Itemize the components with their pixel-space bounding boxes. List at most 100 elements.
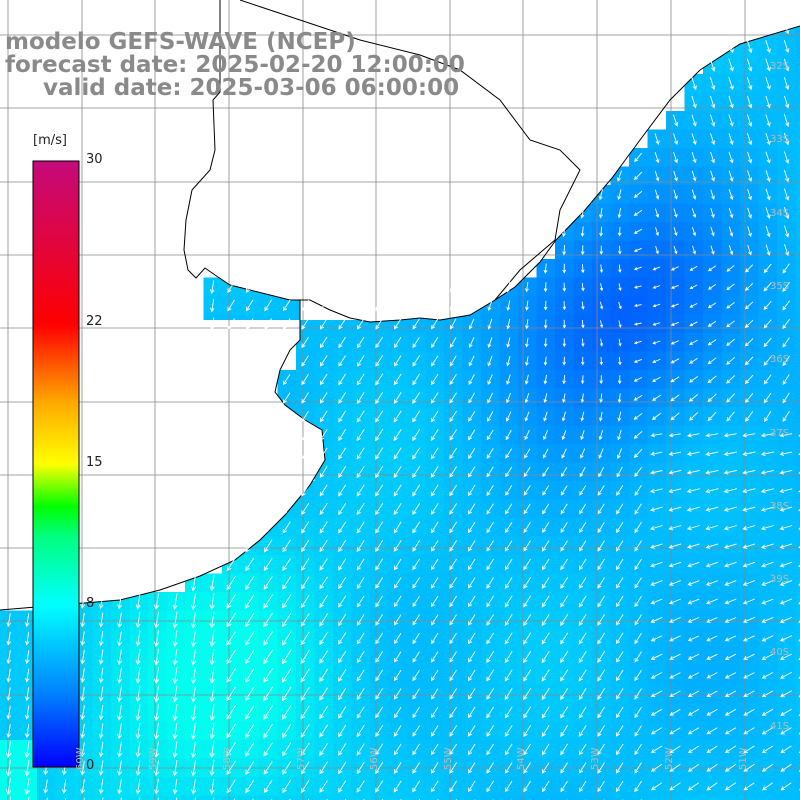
wind-arrow	[616, 466, 623, 478]
wind-arrow	[689, 284, 698, 290]
wind-arrow	[319, 576, 328, 590]
wind-arrow	[728, 170, 734, 182]
wind-arrow	[300, 613, 310, 627]
ocean-cell	[407, 795, 427, 800]
wind-arrow	[797, 527, 800, 530]
wind-arrow	[686, 506, 700, 512]
wind-arrow	[226, 594, 236, 609]
land-area	[0, 0, 200, 170]
wind-arrow	[5, 759, 12, 777]
wind-arrow	[486, 466, 494, 478]
wind-arrow	[747, 151, 753, 164]
wind-arrow	[650, 672, 663, 679]
wind-arrow	[467, 669, 476, 682]
wind-arrow	[263, 576, 273, 591]
wind-arrow	[506, 392, 512, 404]
land-area	[0, 0, 800, 322]
wind-arrow	[599, 338, 604, 347]
wind-arrow	[724, 580, 737, 586]
wind-arrow	[761, 782, 774, 791]
wind-arrow	[579, 522, 587, 533]
wind-arrow	[300, 780, 310, 793]
wind-arrow	[765, 207, 771, 220]
wind-arrow	[209, 280, 215, 295]
wind-arrow	[650, 616, 663, 623]
wind-arrow	[356, 724, 365, 738]
wind-arrow	[634, 595, 642, 608]
wind-arrow	[562, 393, 566, 403]
wind-arrow	[486, 429, 494, 441]
wind-arrow	[412, 669, 420, 682]
wind-arrow	[486, 743, 494, 756]
wind-arrow	[745, 264, 754, 273]
wind-arrow	[98, 594, 104, 610]
wind-arrow	[724, 598, 737, 605]
wind-arrow	[672, 114, 679, 127]
ocean-cell	[795, 481, 800, 501]
ocean-cell	[795, 129, 800, 149]
wind-arrow	[650, 763, 663, 772]
wind-arrow	[431, 373, 439, 386]
wind-arrow	[301, 521, 310, 534]
wind-arrow	[412, 318, 420, 330]
wind-arrow	[705, 488, 719, 494]
wind-arrow	[24, 724, 30, 739]
wind-arrow	[80, 631, 86, 647]
wind-arrow	[782, 337, 790, 348]
wind-arrow	[523, 762, 531, 774]
wind-arrow	[504, 762, 513, 774]
wind-arrow	[761, 580, 774, 586]
wind-arrow	[375, 632, 383, 645]
wind-arrow	[6, 687, 12, 702]
wind-arrow	[412, 484, 421, 497]
wind-arrow	[542, 485, 550, 496]
wind-arrow	[705, 598, 718, 605]
wind-arrow	[449, 725, 457, 737]
wind-arrow	[504, 725, 513, 737]
wind-arrow	[375, 447, 384, 460]
ocean-cell	[795, 425, 800, 445]
wind-arrow	[798, 434, 800, 437]
wind-arrow	[524, 448, 531, 459]
wind-arrow	[282, 576, 292, 590]
wind-arrow	[633, 247, 642, 253]
wind-arrow	[319, 484, 328, 497]
wind-arrow	[597, 688, 606, 700]
ocean-cell	[795, 573, 800, 593]
wind-arrow	[393, 521, 402, 534]
wind-arrow	[338, 410, 347, 423]
wind-arrow	[338, 706, 347, 719]
wind-arrow	[338, 595, 347, 608]
wind-arrow	[652, 303, 661, 308]
ocean-cell	[795, 240, 800, 260]
wind-arrow	[393, 447, 402, 460]
wind-arrow	[650, 543, 663, 549]
ocean-cell	[222, 795, 242, 800]
wind-arrow	[375, 595, 383, 608]
wind-arrow	[468, 484, 476, 497]
wind-arrow	[578, 688, 587, 700]
wind-arrow	[541, 687, 550, 701]
wind-arrow	[430, 410, 439, 423]
wind-arrow	[705, 580, 718, 586]
wind-arrow	[300, 576, 310, 590]
wind-arrow	[525, 337, 529, 348]
wind-arrow	[468, 281, 475, 293]
wind-arrow	[618, 283, 622, 292]
wind-arrow	[599, 301, 604, 310]
wind-arrow	[765, 77, 771, 90]
wind-arrow	[281, 668, 292, 683]
wind-arrow	[599, 375, 603, 385]
ocean-cell	[795, 666, 800, 686]
ocean-cell	[795, 222, 800, 242]
wind-arrow	[210, 298, 215, 313]
wind-arrow	[728, 226, 734, 237]
wind-arrow	[724, 745, 737, 754]
wind-arrow	[226, 612, 236, 628]
longitude-label: 55W	[443, 747, 454, 770]
ocean-cell	[129, 795, 149, 800]
wind-arrow	[467, 466, 476, 478]
wind-arrow	[319, 631, 328, 646]
latitude-label: 41S	[770, 721, 790, 732]
wind-arrow	[117, 630, 123, 647]
